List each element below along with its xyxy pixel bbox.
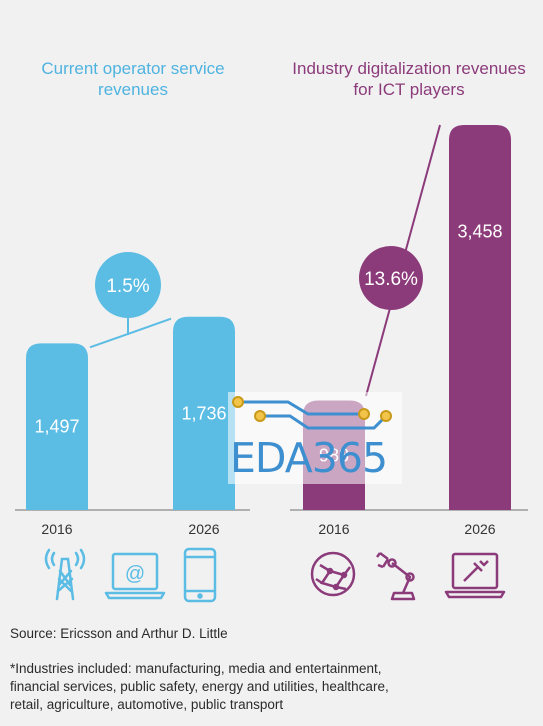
footnote-line-2: financial services, public safety, energ… (10, 679, 389, 694)
footnote: *Industries included: manufacturing, med… (10, 660, 530, 714)
growth-bubble-2 (359, 246, 423, 310)
circuit-trace-graphic (232, 396, 392, 430)
x-tick-label-1-1: 2016 (41, 521, 72, 537)
bar-2016-1 (26, 343, 88, 510)
smartphone-icon (183, 547, 217, 603)
x-tick-label-2-2: 2026 (464, 521, 495, 537)
robot-arm-icon (376, 552, 416, 601)
left-panel-title: Current operator service revenues (41, 59, 225, 99)
bar-value-label-2-2: 3,458 (457, 222, 502, 242)
laptop-tools-icon (444, 552, 506, 599)
growth-line-left (89, 317, 172, 349)
growth-label-1: 1.5% (106, 276, 149, 297)
growth-bubble-1 (95, 252, 161, 318)
right-panel-title: Industry digitalization revenues for ICT… (292, 59, 526, 99)
laptop-email-icon: @ (104, 552, 166, 600)
footnote-line-3: retail, agriculture, automotive, public … (10, 697, 284, 712)
cell-tower-icon (44, 548, 86, 601)
globe-network-icon (310, 551, 356, 597)
footnote-line-1: *Industries included: manufacturing, med… (10, 661, 382, 676)
watermark: EDA365 (228, 392, 402, 484)
bar-value-label-1-2: 1,736 (181, 403, 226, 423)
bar-2026-2 (449, 125, 511, 510)
bar-value-label-1-1: 1,497 (34, 417, 79, 437)
bar-2026-1 (173, 316, 235, 510)
svg-text:@: @ (125, 563, 145, 585)
x-tick-label-1-2: 2026 (188, 521, 219, 537)
source-note: Source: Ericsson and Arthur D. Little (10, 626, 228, 641)
x-tick-label-2-1: 2016 (318, 521, 349, 537)
watermark-text: EDA365 (230, 434, 388, 482)
growth-label-2: 13.6% (364, 269, 418, 290)
